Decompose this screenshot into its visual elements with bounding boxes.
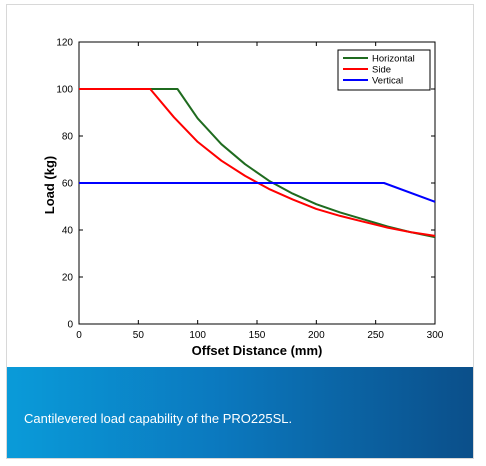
y-tick-label: 20: [62, 273, 74, 284]
x-tick-label: 150: [249, 330, 266, 341]
figure-card: 0 50 100 150 200 250 300 0 20 40 60 80 100 120 Horizo…: [6, 4, 474, 459]
series-line-vertical: [79, 182, 436, 203]
legend-label-horizontal: Horizontal: [372, 54, 415, 65]
caption-band: Cantilevered load capability of the PRO2…: [7, 367, 473, 458]
series-lines: [79, 88, 436, 239]
y-tick-label: 100: [56, 85, 73, 96]
y-tick-label: 80: [62, 132, 74, 143]
x-tick-label: 50: [133, 330, 145, 341]
x-tick-label: 0: [76, 330, 82, 341]
figure-caption: Cantilevered load capability of the PRO2…: [24, 411, 293, 426]
x-tick-label: 250: [367, 330, 384, 341]
y-axis-label: Load (kg): [42, 156, 57, 215]
x-tick-label: 200: [308, 330, 325, 341]
series-line-side: [79, 88, 436, 237]
series-line-horizontal: [79, 88, 436, 239]
y-tick-label: 120: [56, 38, 73, 49]
y-tick-label: 60: [62, 179, 74, 190]
legend-label-vertical: Vertical: [372, 76, 403, 87]
plot-area: 0 50 100 150 200 250 300 0 20 40 60 80 100 120 Horizo…: [7, 5, 473, 367]
x-tick-label: 100: [189, 330, 206, 341]
x-tick-label: 300: [427, 330, 444, 341]
legend-label-side: Side: [372, 65, 391, 76]
load-chart: 0 50 100 150 200 250 300 0 20 40 60 80 100 120 Horizo…: [42, 38, 444, 359]
y-tick-label: 40: [62, 226, 74, 237]
x-axis-label: Offset Distance (mm): [192, 343, 323, 358]
y-tick-label: 0: [67, 320, 73, 331]
